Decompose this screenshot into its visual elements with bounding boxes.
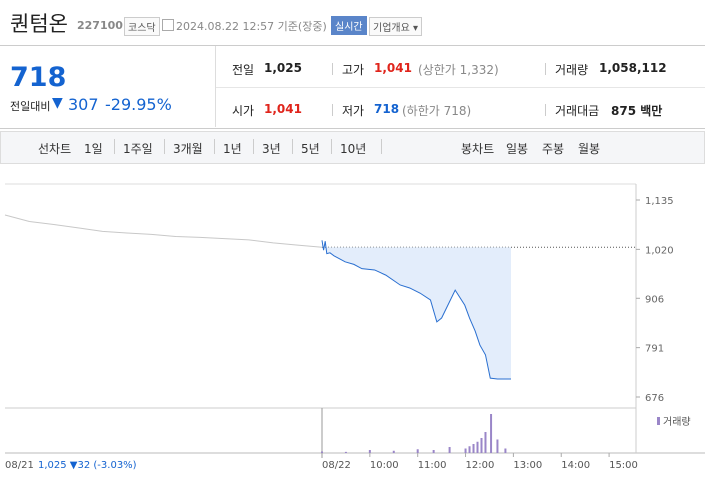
candle-tab[interactable]: 월봉	[578, 142, 601, 156]
company-info-button[interactable]: 기업개요 ▾	[369, 17, 423, 36]
tab-bar	[0, 131, 705, 164]
volume-bar	[490, 414, 493, 453]
x-tick-label: 11:00	[418, 460, 447, 471]
volume-legend-swatch	[657, 417, 660, 425]
y-tick-label: 1,135	[645, 196, 674, 207]
prev-day-line	[4, 214, 323, 248]
volume-bar	[472, 444, 475, 453]
stat-value: 1,025	[264, 61, 302, 75]
divider	[216, 87, 705, 88]
x-date-label: 08/22	[322, 460, 351, 471]
divider	[114, 139, 115, 154]
realtime-badge[interactable]: 실시간	[331, 16, 367, 35]
current-price: 718	[10, 62, 67, 93]
divider	[164, 139, 165, 154]
today-line	[321, 240, 511, 380]
x-tick-label: 12:00	[466, 460, 495, 471]
stat-value: 1,058,112	[599, 61, 667, 75]
stat-label: 저가	[342, 104, 365, 118]
change-label: 전일대비	[10, 100, 51, 113]
volume-bar	[432, 450, 435, 453]
volume-bar	[484, 432, 487, 453]
stat-value: 875 백만	[611, 104, 663, 118]
stock-code: 227100	[77, 19, 123, 32]
volume-bar	[368, 450, 371, 453]
volume-bar	[448, 447, 451, 453]
divider	[253, 139, 254, 154]
period-tab[interactable]: 1년	[223, 142, 242, 156]
change: 307	[68, 95, 99, 114]
divider	[214, 139, 215, 154]
calendar-icon	[162, 19, 174, 31]
candle-tab[interactable]: 주봉	[542, 142, 565, 156]
stat-label: 시가	[232, 104, 255, 118]
y-tick-label: 676	[645, 393, 664, 404]
volume-bar	[504, 448, 507, 453]
divider	[331, 139, 332, 154]
volume-bar	[464, 448, 467, 453]
tab-label: 선차트	[38, 142, 72, 156]
volume-bar	[416, 449, 419, 453]
x-tick-label: 10:00	[370, 460, 399, 471]
stat-label: 거래량	[555, 63, 589, 77]
divider	[381, 139, 382, 154]
period-tab[interactable]: 1주일	[123, 142, 153, 156]
y-tick-label: 906	[645, 294, 664, 305]
x-tick-label: 14:00	[561, 460, 590, 471]
prev-day-summary: 1,025 ▼32 (-3.03%)	[38, 460, 137, 471]
stat-note: (상한가 1,332)	[418, 63, 499, 77]
divider	[332, 63, 333, 75]
company-info-text: 기업개요	[373, 23, 410, 34]
market-badge: 코스닥	[124, 17, 160, 36]
volume-bar	[476, 441, 479, 453]
divider	[215, 46, 216, 127]
divider	[292, 139, 293, 154]
period-tab[interactable]: 3년	[262, 142, 281, 156]
period-tab[interactable]: 1일	[84, 142, 103, 156]
datetime: 2024.08.22 12:57 기준(장중)	[176, 20, 327, 33]
stat-note: (하한가 718)	[402, 104, 472, 118]
volume-bar	[468, 446, 471, 453]
x-date-label: 08/21	[5, 460, 34, 471]
stat-value: 1,041	[374, 61, 412, 75]
change-pct: -29.95%	[105, 95, 172, 114]
down-arrow: ▼	[52, 95, 63, 111]
stock-name: 퀀텀온	[10, 12, 68, 36]
volume-legend: 거래량	[663, 416, 691, 428]
candle-tab[interactable]: 일봉	[506, 142, 529, 156]
y-tick-label: 791	[645, 344, 664, 355]
period-tab[interactable]: 3개월	[173, 142, 203, 156]
summary-box	[0, 45, 705, 129]
divider	[545, 104, 546, 116]
stat-value: 1,041	[264, 102, 302, 116]
y-tick-label: 1,020	[645, 245, 674, 256]
divider	[332, 104, 333, 116]
stat-label: 전일	[232, 63, 255, 77]
volume-bar	[392, 450, 395, 453]
stat-label: 거래대금	[555, 104, 600, 118]
stat-value: 718	[374, 102, 400, 116]
volume-bar	[321, 451, 323, 453]
divider	[545, 63, 546, 75]
x-tick-label: 13:00	[513, 460, 542, 471]
volume-bar	[480, 438, 483, 453]
chart: 1,135 1,020 906 791 676 거래량 08/21 1,025 ▼32 (-3…	[4, 183, 705, 471]
stat-label: 고가	[342, 63, 365, 77]
period-tab[interactable]: 5년	[301, 142, 320, 156]
tab-label: 봉차트	[461, 142, 495, 156]
volume-bar	[496, 439, 499, 453]
x-tick-label: 15:00	[609, 460, 638, 471]
volume-bar	[344, 451, 347, 453]
period-tab[interactable]: 10년	[340, 142, 367, 156]
area-fill	[322, 240, 511, 379]
